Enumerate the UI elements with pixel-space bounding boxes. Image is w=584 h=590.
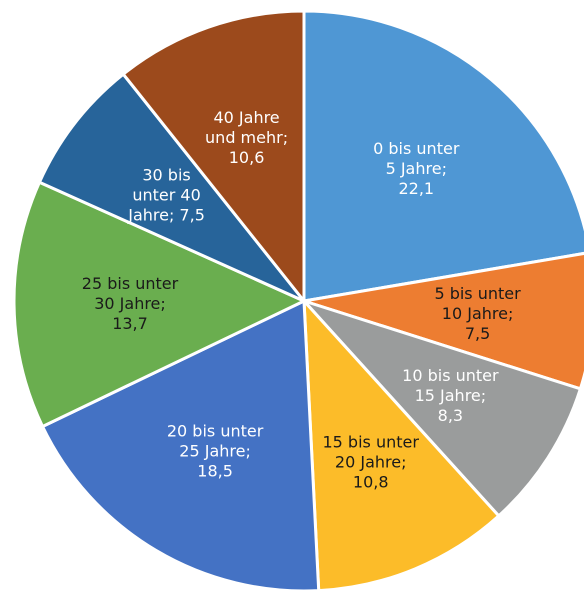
pie-slice <box>299 297 583 519</box>
data-label: 30 bis unter 40 Jahre; 7,5 <box>127 165 205 224</box>
pie-slice <box>303 251 584 391</box>
pie-slice <box>121 9 306 306</box>
data-label: 25 bis unter 30 Jahre; 13,7 <box>82 274 179 333</box>
pie-slice <box>12 180 308 429</box>
pie-slice <box>37 72 306 303</box>
data-label: 40 Jahre und mehr; 10,6 <box>205 108 288 167</box>
data-label: 15 bis unter 20 Jahre; 10,8 <box>322 433 419 492</box>
pie-slice <box>40 298 321 590</box>
data-label: 5 bis unter 10 Jahre; 7,5 <box>434 284 521 343</box>
pie-slice <box>302 9 584 303</box>
data-label: 20 bis unter 25 Jahre; 18,5 <box>167 422 264 481</box>
pie-slice <box>302 296 501 590</box>
data-label: 10 bis unter 15 Jahre; 8,3 <box>402 366 499 425</box>
data-label: 0 bis unter 5 Jahre; 22,1 <box>373 139 460 198</box>
